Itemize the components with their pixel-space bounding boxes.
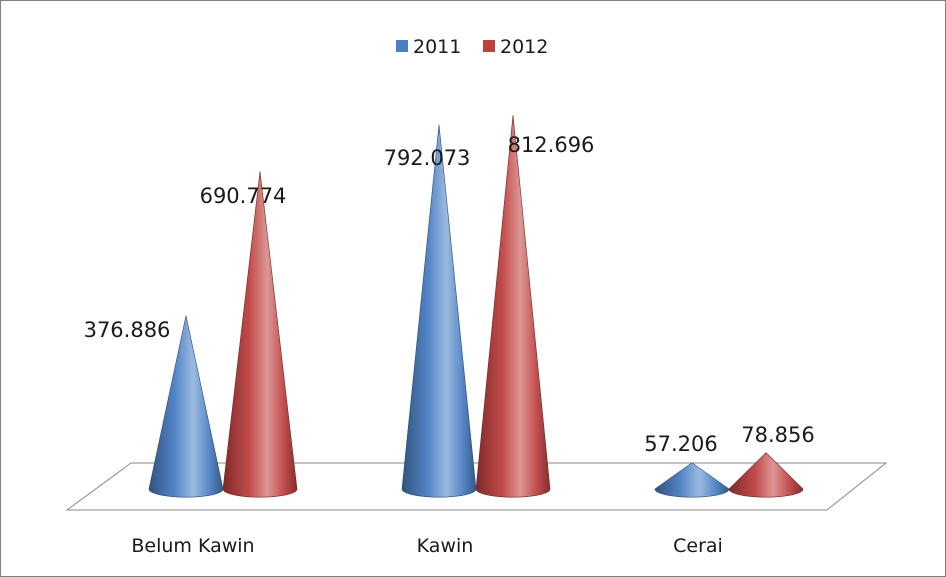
category-label-belum-kawin: Belum Kawin	[131, 535, 254, 557]
data-label-2011-kawin: 792.073	[384, 146, 471, 170]
category-label-cerai: Cerai	[673, 535, 723, 557]
legend-swatch-2012	[483, 40, 495, 52]
cone-body	[148, 315, 224, 498]
category-label-kawin: Kawin	[417, 535, 474, 557]
data-label-2011-cerai: 57.206	[644, 432, 717, 456]
cone-body	[728, 452, 804, 498]
cone-2011-belum-kawin	[148, 315, 224, 498]
legend-label-2012: 2012	[500, 36, 548, 58]
cone-2011-kawin	[401, 124, 477, 498]
data-label-2011-belum-kawin: 376.886	[84, 318, 171, 342]
cone-2011-cerai	[654, 462, 730, 498]
cone-series	[148, 115, 804, 498]
cone-body	[654, 462, 730, 498]
data-label-2012-belum-kawin: 690.774	[200, 184, 287, 208]
cone-body	[401, 124, 477, 498]
cone-2012-belum-kawin	[222, 171, 298, 498]
cone-2012-kawin	[475, 115, 551, 498]
data-label-2012-cerai: 78.856	[741, 423, 814, 447]
data-labels: 376.886 690.774 792.073 812.696 57.206 7…	[84, 133, 815, 456]
legend: 2011 2012	[396, 36, 548, 58]
cone-body	[475, 115, 551, 498]
cone-body	[222, 171, 298, 498]
legend-swatch-2011	[396, 40, 408, 52]
x-axis-labels: Belum Kawin Kawin Cerai	[131, 535, 722, 557]
legend-label-2011: 2011	[413, 36, 461, 58]
data-label-2012-kawin: 812.696	[508, 133, 595, 157]
cone-2012-cerai	[728, 452, 804, 498]
